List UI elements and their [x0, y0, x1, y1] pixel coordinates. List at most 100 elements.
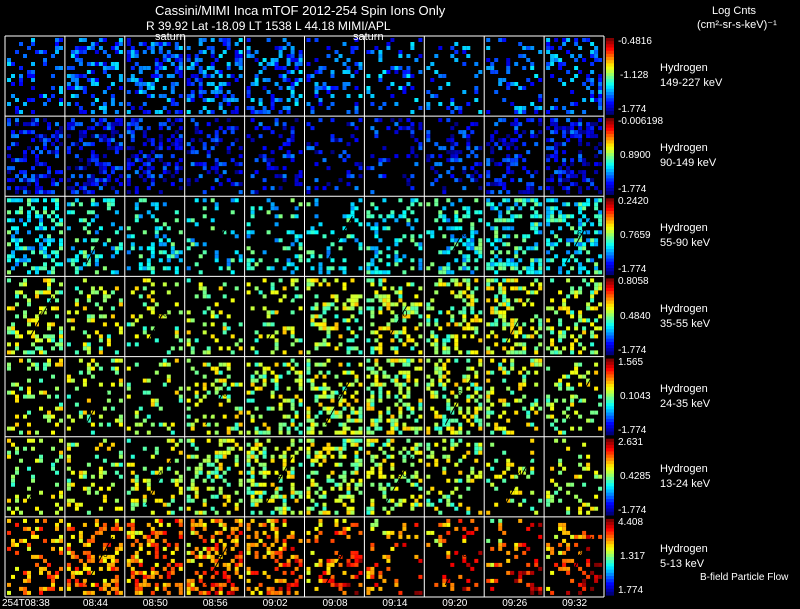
skymap-pixel: [150, 214, 155, 219]
skymap-pixel: [162, 94, 167, 98]
skymap-pixel: [310, 386, 315, 391]
skymap-pixel: [126, 558, 131, 563]
skymap-pixel: [290, 330, 295, 335]
skymap-pixel: [35, 134, 39, 139]
skymap-pixel: [138, 66, 143, 70]
skymap-pixel: [598, 86, 603, 90]
skymap-pixel: [522, 406, 527, 411]
skymap-pixel: [294, 118, 299, 123]
skymap-pixel: [530, 490, 535, 495]
skymap-pixel: [278, 478, 283, 483]
skymap-pixel: [530, 406, 535, 411]
skymap-pixel: [514, 246, 519, 251]
skymap-pixel: [570, 158, 575, 163]
skymap-pixel: [130, 558, 135, 563]
skymap-pixel: [194, 370, 199, 375]
skymap-pixel: [270, 458, 275, 463]
skymap-pixel: [366, 402, 371, 407]
skymap-pixel: [118, 590, 123, 595]
skymap-pixel: [442, 186, 447, 191]
skymap-pixel: [486, 322, 491, 327]
skymap-pixel: [534, 362, 539, 367]
skymap-pixel: [39, 378, 43, 383]
skymap-pixel: [590, 82, 595, 86]
skymap-pixel: [114, 46, 119, 50]
skymap-pixel: [586, 462, 591, 467]
skymap-pixel: [202, 162, 207, 167]
skymap-pixel: [270, 322, 275, 327]
skymap-pixel: [578, 126, 583, 131]
skymap-pixel: [562, 418, 567, 423]
skymap-pixel: [394, 130, 399, 135]
skymap-pixel: [478, 246, 483, 251]
skymap-pixel: [234, 458, 239, 463]
skymap-pixel: [474, 350, 479, 355]
skymap-pixel: [306, 490, 311, 495]
skymap-pixel: [498, 38, 503, 42]
skymap-pixel: [158, 46, 163, 50]
skymap-pixel: [138, 570, 143, 575]
skymap-pixel: [82, 218, 87, 223]
skymap-pixel: [138, 542, 143, 547]
skymap-pixel: [90, 286, 95, 291]
skymap-pixel: [118, 50, 123, 54]
skymap-pixel: [554, 158, 559, 163]
skymap-pixel: [70, 246, 75, 251]
skymap-pixel: [35, 178, 39, 183]
skymap-pixel: [498, 238, 503, 243]
skymap-pixel: [202, 214, 207, 219]
skymap-pixel: [578, 206, 583, 211]
skymap-pixel: [130, 106, 135, 110]
skymap-pixel: [442, 146, 447, 151]
skymap-pixel: [178, 110, 183, 114]
skymap-pixel: [47, 574, 51, 579]
skymap-pixel: [270, 186, 275, 191]
skymap-pixel: [434, 442, 439, 447]
skymap-pixel: [334, 346, 339, 351]
skymap-pixel: [250, 466, 255, 471]
skymap-pixel: [470, 466, 475, 471]
skymap-pixel: [370, 278, 375, 283]
skymap-pixel: [258, 334, 263, 339]
skymap-pixel: [230, 158, 235, 163]
skymap-pixel: [386, 306, 391, 311]
skymap-pixel: [55, 222, 59, 227]
skymap-pixel: [562, 62, 567, 66]
skymap-pixel: [346, 402, 351, 407]
skymap-pixel: [354, 62, 359, 66]
skymap-pixel: [474, 406, 479, 411]
skymap-pixel: [494, 254, 499, 259]
skymap-pixel: [594, 134, 599, 139]
skymap-pixel: [350, 478, 355, 483]
skymap-pixel: [322, 422, 327, 427]
skymap-pixel: [186, 506, 191, 511]
skymap-pixel: [15, 394, 19, 399]
skymap-pixel: [398, 298, 403, 303]
skymap-pixel: [134, 122, 139, 127]
skymap-pixel: [138, 254, 143, 259]
skymap-pixel: [342, 442, 347, 447]
skymap-pixel: [262, 522, 267, 527]
skymap-pixel: [114, 462, 119, 467]
skymap-pixel: [150, 202, 155, 207]
skymap-pixel: [398, 86, 403, 90]
skymap-pixel: [23, 586, 27, 591]
skymap-pixel: [7, 330, 11, 335]
skymap-pixel: [386, 226, 391, 231]
skymap-pixel: [470, 238, 475, 243]
skymap-pixel: [590, 350, 595, 355]
skymap-pixel: [134, 590, 139, 595]
skymap-pixel: [310, 422, 315, 427]
skymap-pixel: [442, 250, 447, 255]
skymap-pixel: [294, 182, 299, 187]
skymap-pixel: [170, 254, 175, 259]
skymap-pixel: [110, 62, 115, 66]
skymap-pixel: [262, 454, 267, 459]
skymap-pixel: [502, 278, 507, 283]
skymap-pixel: [74, 310, 79, 315]
skymap-pixel: [466, 238, 471, 243]
skymap-pixel: [470, 290, 475, 295]
skymap-pixel: [534, 270, 539, 275]
skymap-pixel: [366, 442, 371, 447]
skymap-pixel: [398, 118, 403, 123]
